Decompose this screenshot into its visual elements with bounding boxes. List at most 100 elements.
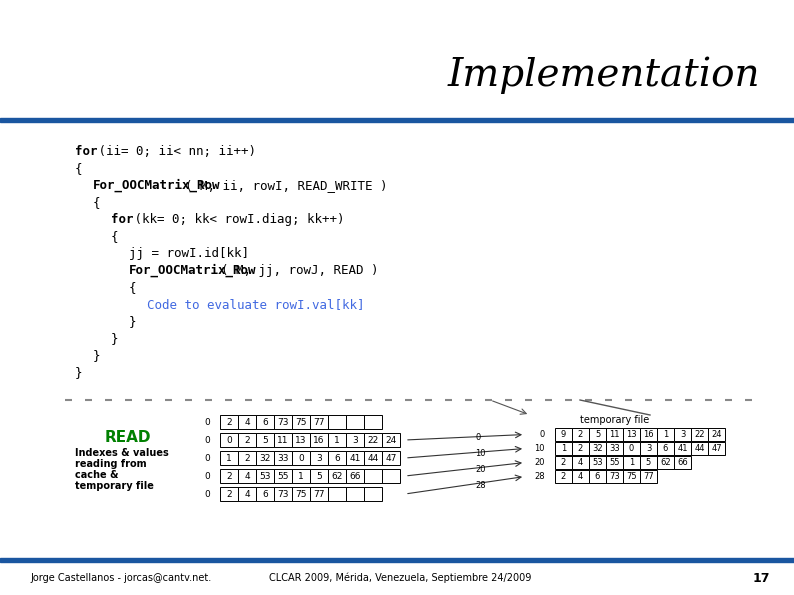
Bar	[623, 470, 640, 483]
Bar	[589, 428, 606, 441]
Text: 1: 1	[629, 458, 634, 467]
Text: 22: 22	[694, 430, 705, 439]
Text: 73: 73	[277, 490, 289, 499]
Text: jj = rowI.id[kk]: jj = rowI.id[kk]	[129, 247, 249, 260]
Bar	[238, 433, 256, 447]
Text: temporary file: temporary file	[580, 415, 649, 425]
Text: }: }	[129, 315, 137, 328]
Text: 10: 10	[534, 444, 545, 453]
Bar	[606, 470, 623, 483]
Text: 2: 2	[578, 444, 583, 453]
Bar	[382, 451, 400, 465]
Bar	[220, 469, 238, 483]
Bar	[364, 451, 382, 465]
Text: 3: 3	[316, 453, 322, 462]
Bar	[640, 428, 657, 441]
Text: CLCAR 2009, Mérida, Venezuela, Septiembre 24/2009: CLCAR 2009, Mérida, Venezuela, Septiembr…	[269, 573, 531, 583]
Bar	[346, 469, 364, 483]
Text: 75: 75	[295, 418, 306, 427]
Bar	[382, 469, 400, 483]
Text: 32: 32	[260, 453, 271, 462]
Text: }: }	[93, 349, 101, 362]
Text: 0: 0	[204, 490, 210, 499]
Bar	[292, 433, 310, 447]
Bar	[606, 442, 623, 455]
Bar	[346, 451, 364, 465]
Text: 4: 4	[578, 458, 583, 467]
Text: reading from: reading from	[75, 459, 147, 469]
Bar	[640, 470, 657, 483]
Bar	[364, 415, 382, 429]
Bar	[256, 415, 274, 429]
Bar	[674, 456, 691, 469]
Text: 5: 5	[262, 436, 268, 444]
Text: 66: 66	[677, 458, 688, 467]
Text: ( M, jj, rowJ, READ ): ( M, jj, rowJ, READ )	[221, 264, 378, 277]
Text: 62: 62	[660, 458, 671, 467]
Text: {: {	[93, 196, 101, 209]
Text: 0: 0	[204, 418, 210, 427]
Text: Implementation: Implementation	[448, 57, 760, 94]
Text: cache &: cache &	[75, 470, 118, 480]
Text: 4: 4	[578, 472, 583, 481]
Text: 20: 20	[534, 458, 545, 467]
Bar	[572, 470, 589, 483]
Bar	[238, 469, 256, 483]
Bar	[274, 451, 292, 465]
Text: 0: 0	[204, 471, 210, 481]
Bar	[310, 469, 328, 483]
Text: 41: 41	[677, 444, 688, 453]
Text: }: }	[111, 332, 118, 345]
Text: 10: 10	[475, 449, 485, 458]
Text: 4: 4	[245, 418, 250, 427]
Text: 53: 53	[260, 471, 271, 481]
Bar	[220, 487, 238, 501]
Bar	[346, 415, 364, 429]
Bar	[220, 415, 238, 429]
Text: {: {	[111, 230, 118, 243]
Text: 4: 4	[245, 490, 250, 499]
Text: 47: 47	[385, 453, 397, 462]
Bar	[346, 487, 364, 501]
Text: for: for	[75, 145, 98, 158]
Text: (kk= 0; kk< rowI.diag; kk++): (kk= 0; kk< rowI.diag; kk++)	[127, 213, 345, 226]
Text: 9: 9	[561, 430, 566, 439]
Text: 2: 2	[578, 430, 583, 439]
Text: 66: 66	[349, 471, 360, 481]
Text: 1: 1	[334, 436, 340, 444]
Bar	[346, 433, 364, 447]
Bar	[572, 442, 589, 455]
Bar	[238, 451, 256, 465]
Bar	[691, 442, 708, 455]
Text: 0: 0	[540, 430, 545, 439]
Text: 24: 24	[385, 436, 397, 444]
Text: {: {	[75, 162, 83, 175]
Text: 13: 13	[626, 430, 637, 439]
Text: 2: 2	[226, 418, 232, 427]
Text: 1: 1	[226, 453, 232, 462]
Text: 53: 53	[592, 458, 603, 467]
Bar	[623, 442, 640, 455]
Text: 3: 3	[646, 444, 651, 453]
Bar	[310, 433, 328, 447]
Text: READ: READ	[105, 430, 152, 445]
Bar	[364, 469, 382, 483]
Text: 55: 55	[277, 471, 289, 481]
Bar	[606, 456, 623, 469]
Text: 33: 33	[277, 453, 289, 462]
Bar	[220, 433, 238, 447]
Text: 33: 33	[609, 444, 620, 453]
Text: 2: 2	[561, 458, 566, 467]
Text: 75: 75	[626, 472, 637, 481]
Bar	[555, 470, 572, 483]
Text: (ii= 0; ii< nn; ii++): (ii= 0; ii< nn; ii++)	[91, 145, 256, 158]
Text: 20: 20	[475, 465, 485, 474]
Text: 2: 2	[561, 472, 566, 481]
Text: }: }	[75, 366, 83, 379]
Bar	[220, 451, 238, 465]
Bar	[0, 558, 794, 562]
Bar	[555, 442, 572, 455]
Bar	[256, 433, 274, 447]
Bar	[274, 487, 292, 501]
Text: 1: 1	[561, 444, 566, 453]
